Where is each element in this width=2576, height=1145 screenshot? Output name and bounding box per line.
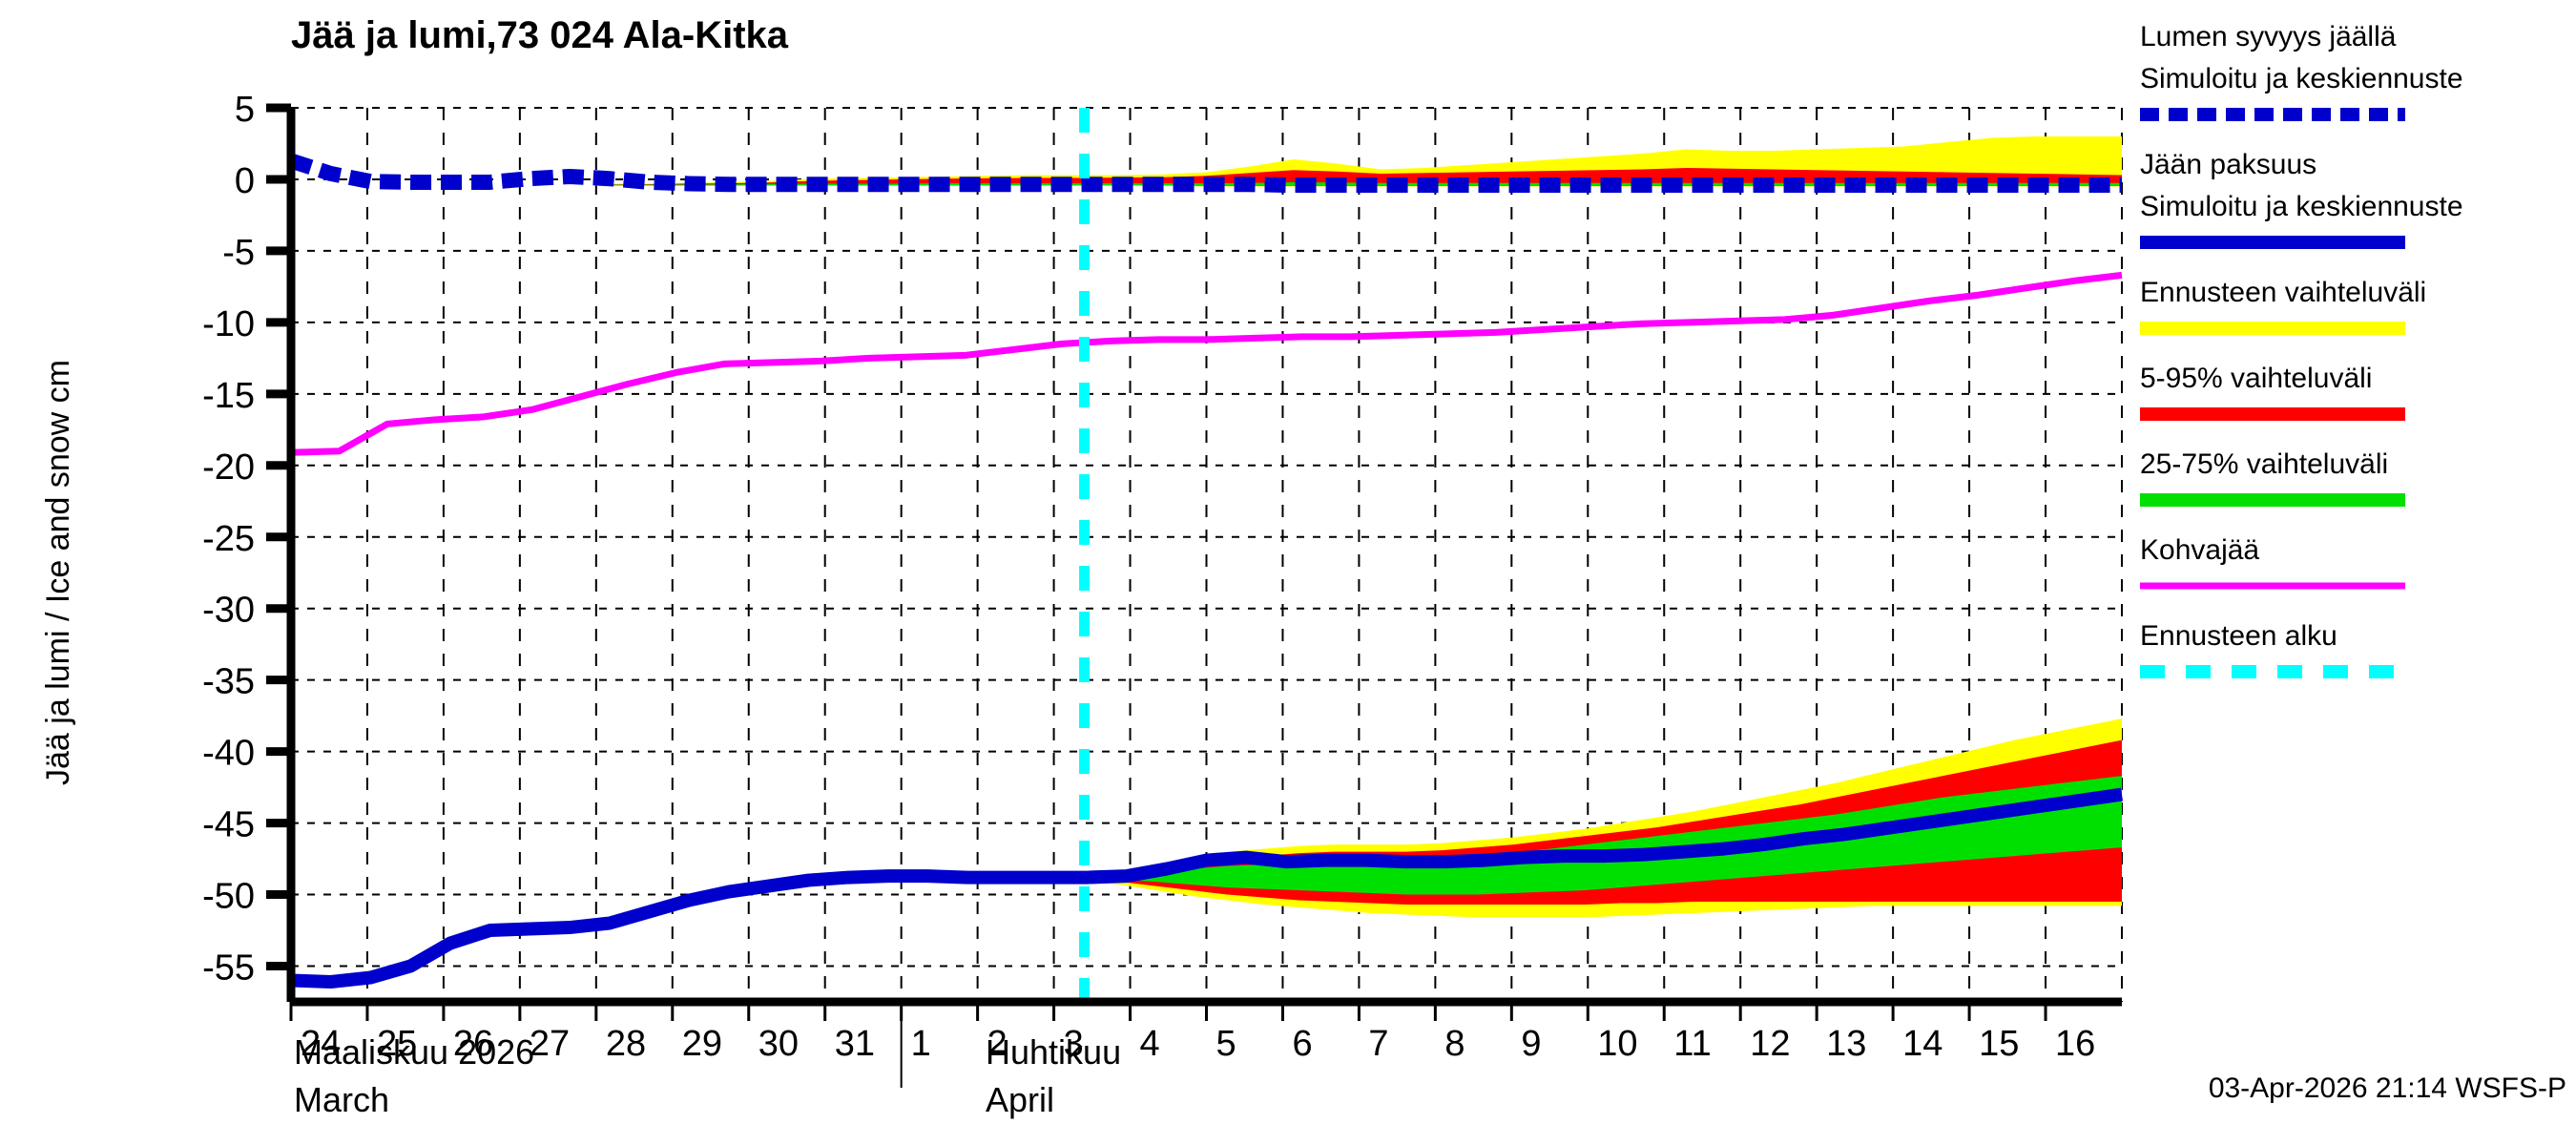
data-series-lines bbox=[288, 153, 2123, 989]
x-tick-label: 5 bbox=[1216, 1024, 1236, 1064]
x-axis-month-label-april-en: April bbox=[986, 1080, 1054, 1119]
y-tick-label: -50 bbox=[202, 877, 255, 917]
x-tick-label: 6 bbox=[1292, 1024, 1312, 1064]
x-tick-label: 13 bbox=[1826, 1024, 1866, 1064]
footer-timestamp: 03-Apr-2026 21:14 WSFS-P bbox=[2209, 1072, 2566, 1104]
x-tick-label: 30 bbox=[758, 1024, 799, 1064]
x-tick-label: 24 bbox=[301, 1024, 341, 1064]
legend-item-title: Ennusteen alku bbox=[2140, 620, 2337, 652]
y-tick-label: -15 bbox=[202, 376, 255, 416]
legend-item-title: Jään paksuus bbox=[2140, 149, 2316, 180]
legend-item-title: 5-95% vaihteluväli bbox=[2140, 363, 2372, 394]
y-axis-ticks: 5 0 -5 -10 -15 -20 -25 -30 -35 -40 -45 -50 -55 bbox=[202, 90, 291, 989]
x-tick-label: 28 bbox=[606, 1024, 646, 1064]
y-tick-label: -45 bbox=[202, 805, 255, 845]
x-tick-label: 9 bbox=[1521, 1024, 1541, 1064]
y-tick-label: 0 bbox=[235, 161, 255, 201]
x-tick-label: 2 bbox=[987, 1024, 1008, 1064]
legend-item-title: Ennusteen vaihteluväli bbox=[2140, 277, 2426, 308]
snow-depth-line bbox=[288, 153, 2122, 193]
legend-item-title: Kohvajää bbox=[2140, 534, 2259, 566]
x-tick-label: 26 bbox=[453, 1024, 493, 1064]
x-axis-month-label-march-fi: Maaliskuu 2026 bbox=[294, 1032, 534, 1072]
y-tick-label: -5 bbox=[222, 233, 255, 273]
x-tick-label: 31 bbox=[835, 1024, 875, 1064]
legend: Lumen syvyys jäällä Simuloitu ja keskienn… bbox=[2140, 21, 2463, 678]
x-tick-label: 7 bbox=[1368, 1024, 1388, 1064]
legend-item-title: Lumen syvyys jäällä bbox=[2140, 21, 2397, 52]
legend-item-subtitle: Simuloitu ja keskiennuste bbox=[2140, 63, 2463, 94]
x-tick-label: 29 bbox=[682, 1024, 722, 1064]
x-tick-label: 10 bbox=[1597, 1024, 1637, 1064]
x-tick-label: 12 bbox=[1750, 1024, 1790, 1064]
y-tick-label: -30 bbox=[202, 591, 255, 631]
ice-thickness-line bbox=[290, 787, 2123, 989]
x-axis-ticks: 24 25 26 27 28 29 30 31 1 2 3 4 5 6 7 8 9 10 11 12 13 14 15 16 bbox=[289, 1002, 2095, 1064]
y-tick-label: -10 bbox=[202, 304, 255, 344]
x-tick-label: 15 bbox=[1979, 1024, 2019, 1064]
y-tick-label: -25 bbox=[202, 519, 255, 559]
y-tick-label: -20 bbox=[202, 448, 255, 488]
x-tick-label: 1 bbox=[911, 1024, 931, 1064]
x-tick-label: 3 bbox=[1064, 1024, 1084, 1064]
x-tick-label: 16 bbox=[2055, 1024, 2095, 1064]
x-tick-label: 4 bbox=[1140, 1024, 1160, 1064]
y-tick-label: -55 bbox=[202, 948, 255, 989]
y-axis-label: Jää ja lumi / Ice and snow cm bbox=[40, 360, 76, 785]
x-tick-label: 14 bbox=[1902, 1024, 1942, 1064]
kohvajaa-line bbox=[290, 271, 2123, 456]
x-tick-label: 11 bbox=[1673, 1024, 1711, 1064]
legend-item-title: 25-75% vaihteluväli bbox=[2140, 448, 2388, 480]
x-tick-label: 27 bbox=[530, 1024, 570, 1064]
x-tick-label: 25 bbox=[377, 1024, 417, 1064]
legend-item-subtitle: Simuloitu ja keskiennuste bbox=[2140, 191, 2463, 222]
x-axis-month-label-april-fi: Huhtikuu bbox=[986, 1032, 1121, 1072]
y-tick-label: 5 bbox=[235, 90, 255, 130]
x-tick-label: 8 bbox=[1444, 1024, 1465, 1064]
y-tick-label: -35 bbox=[202, 662, 255, 702]
y-tick-label: -40 bbox=[202, 734, 255, 774]
x-axis-month-label-march-en: March bbox=[294, 1080, 389, 1119]
page-title: Jää ja lumi,73 024 Ala-Kitka bbox=[291, 14, 789, 56]
